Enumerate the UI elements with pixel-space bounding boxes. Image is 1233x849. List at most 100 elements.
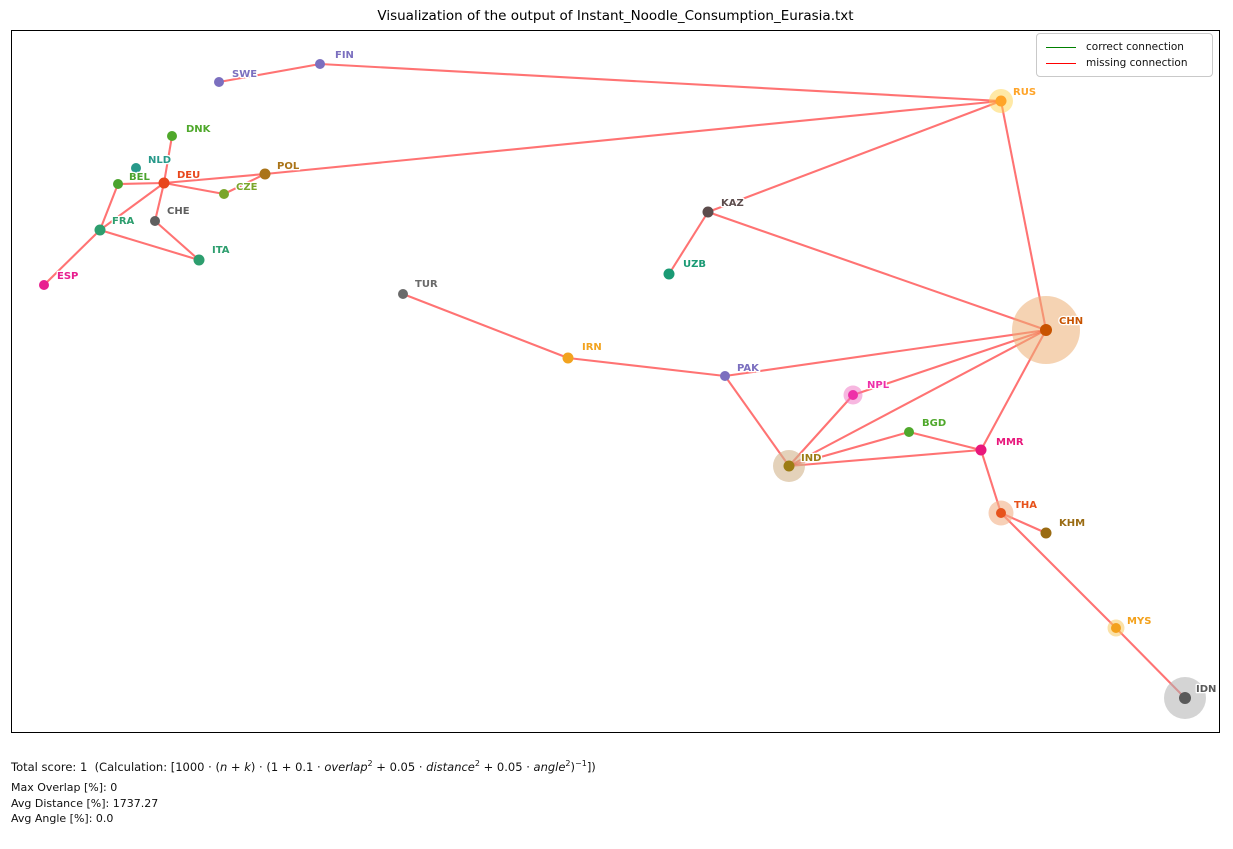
avg-distance-label: Avg Distance [%]:: [11, 797, 110, 810]
legend-item-missing: missing connection: [1046, 56, 1203, 70]
node-label-NPL: NPL: [867, 380, 890, 391]
edge-IRN-PAK: [567, 356, 726, 378]
node-RUS: [995, 95, 1007, 107]
node-KAZ: [702, 206, 714, 218]
edge-DEU-FRA: [99, 182, 165, 231]
node-UZB: [663, 268, 675, 280]
node-NLD: [131, 163, 141, 173]
figure-title: Visualization of the output of Instant_N…: [377, 8, 854, 24]
edge-DEU-CZE: [163, 181, 225, 196]
edge-FRA-ESP: [43, 229, 101, 286]
missing-connection-line-icon: [1046, 62, 1076, 64]
node-label-SWE: SWE: [232, 69, 257, 80]
node-SWE: [214, 77, 224, 87]
node-label-CZE: CZE: [236, 182, 258, 193]
node-THA: [996, 508, 1006, 518]
node-ESP: [39, 280, 49, 290]
total-score-line: Total score: 1 (Calculation: [1000 · (n …: [11, 759, 596, 774]
edge-KAZ-UZB: [668, 211, 709, 275]
legend-label-correct: correct connection: [1086, 41, 1184, 53]
node-label-PAK: PAK: [737, 363, 760, 374]
node-label-DNK: DNK: [186, 124, 212, 135]
node-label-MYS: MYS: [1127, 616, 1151, 627]
node-NPL: [848, 390, 858, 400]
edge-CZE-POL: [223, 173, 266, 195]
node-BEL: [113, 179, 123, 189]
node-TUR: [398, 289, 408, 299]
legend-label-missing: missing connection: [1086, 57, 1188, 69]
node-KHM: [1040, 527, 1052, 539]
node-label-BEL: BEL: [129, 172, 150, 183]
max-overlap-value: 0: [110, 781, 118, 794]
node-label-BGD: BGD: [922, 418, 946, 429]
node-label-MMR: MMR: [996, 437, 1024, 448]
edge-DEU-CHE: [153, 182, 166, 222]
avg-angle-line: Avg Angle [%]: 0.0: [11, 812, 113, 825]
node-label-CHE: CHE: [167, 206, 190, 217]
edge-TUR-IRN: [402, 293, 569, 359]
node-label-KHM: KHM: [1059, 518, 1085, 529]
max-overlap-line: Max Overlap [%]: 0: [11, 781, 117, 794]
node-label-FIN: FIN: [335, 50, 354, 61]
node-label-UZB: UZB: [683, 259, 706, 270]
legend-item-correct: correct connection: [1046, 40, 1203, 54]
node-FRA: [94, 224, 106, 236]
node-label-THA: THA: [1014, 500, 1037, 511]
edge-IND-MMR: [788, 448, 982, 468]
edge-BGD-MMR: [908, 430, 982, 452]
node-label-KAZ: KAZ: [721, 198, 744, 209]
edge-RUS-CHN: [999, 100, 1048, 331]
node-ITA: [193, 254, 205, 266]
edge-PAK-CHN: [724, 328, 1047, 378]
edge-FIN-RUS: [319, 62, 1002, 103]
node-label-FRA: FRA: [112, 216, 135, 227]
avg-distance-value: 1737.27: [112, 797, 159, 810]
node-label-IDN: IDN: [1196, 684, 1216, 695]
node-label-TUR: TUR: [415, 279, 438, 290]
node-MMR: [975, 444, 987, 456]
avg-distance-line: Avg Distance [%]: 1737.27: [11, 797, 158, 810]
avg-angle-value: 0.0: [95, 812, 114, 825]
node-IDN: [1179, 692, 1191, 704]
node-label-DEU: DEU: [177, 170, 200, 181]
edge-SWE-FIN: [218, 62, 321, 84]
edge-IND-BGD: [788, 430, 910, 468]
node-MYS: [1111, 623, 1121, 633]
node-label-CHN: CHN: [1059, 316, 1083, 327]
node-label-IND: IND: [801, 453, 821, 464]
node-IRN: [562, 352, 574, 364]
edge-RUS-POL: [264, 99, 1002, 176]
node-label-NLD: NLD: [148, 155, 171, 166]
edge-PAK-IND: [724, 375, 790, 467]
avg-angle-label: Avg Angle [%]:: [11, 812, 93, 825]
max-overlap-label: Max Overlap [%]:: [11, 781, 107, 794]
node-DNK: [167, 131, 177, 141]
edge-THA-MYS: [1000, 512, 1117, 629]
correct-connection-line-icon: [1046, 46, 1076, 48]
edge-BEL-FRA: [99, 183, 119, 231]
node-FIN: [315, 59, 325, 69]
node-IND: [783, 460, 795, 472]
node-POL: [259, 168, 271, 180]
node-label-ESP: ESP: [57, 271, 78, 282]
edge-IND-CHN: [788, 329, 1047, 467]
score-summary: Total score: 1 (Calculation: [1000 · (n …: [11, 756, 991, 846]
node-label-ITA: ITA: [212, 245, 230, 256]
node-BGD: [904, 427, 914, 437]
node-label-POL: POL: [277, 161, 300, 172]
edge-DEU-POL: [163, 172, 266, 185]
node-label-IRN: IRN: [582, 342, 602, 353]
edge-RUS-KAZ: [707, 100, 1002, 213]
node-CHE: [150, 216, 160, 226]
edge-DEU-DNK: [162, 135, 174, 184]
node-CZE: [219, 189, 229, 199]
node-DEU: [158, 177, 170, 189]
node-PAK: [720, 371, 730, 381]
legend: correct connection missing connection: [1036, 33, 1213, 77]
edge-CHE-ITA: [154, 220, 200, 261]
edge-KAZ-CHN: [707, 211, 1047, 331]
edge-DEU-BEL: [117, 181, 165, 186]
edge-FRA-ITA: [99, 228, 200, 262]
